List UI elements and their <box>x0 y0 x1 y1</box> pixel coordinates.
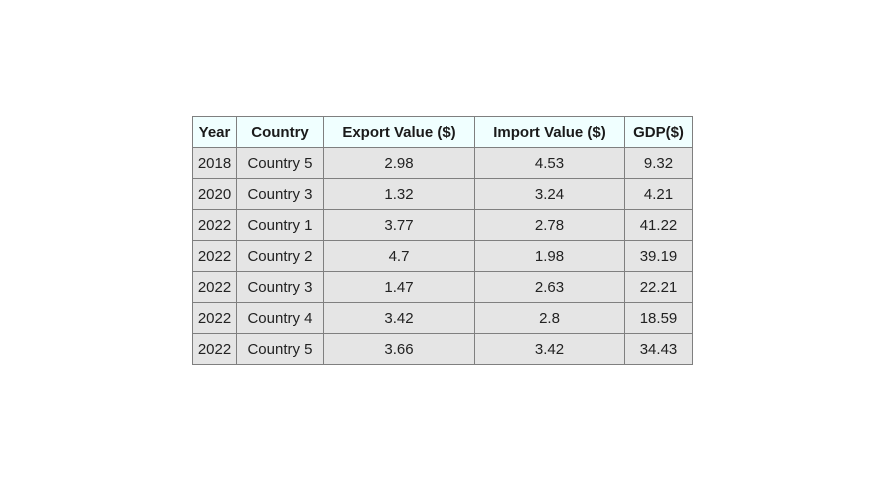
cell-country: Country 3 <box>236 271 324 303</box>
data-table: Year Country Export Value ($) Import Val… <box>192 116 693 365</box>
cell-import-value: 2.63 <box>474 271 625 303</box>
cell-import-value: 2.78 <box>474 209 625 241</box>
cell-country: Country 4 <box>236 302 324 334</box>
table-row: 2018 Country 5 2.98 4.53 9.32 <box>192 147 693 179</box>
header-country: Country <box>236 116 324 148</box>
cell-export-value: 2.98 <box>323 147 475 179</box>
table-row: 2020 Country 3 1.32 3.24 4.21 <box>192 178 693 210</box>
cell-year: 2018 <box>192 147 237 179</box>
table-header: Year Country Export Value ($) Import Val… <box>192 116 693 148</box>
header-export-value: Export Value ($) <box>323 116 475 148</box>
cell-year: 2022 <box>192 209 237 241</box>
cell-gdp: 4.21 <box>624 178 693 210</box>
cell-gdp: 22.21 <box>624 271 693 303</box>
cell-import-value: 4.53 <box>474 147 625 179</box>
cell-gdp: 41.22 <box>624 209 693 241</box>
cell-export-value: 4.7 <box>323 240 475 272</box>
cell-country: Country 1 <box>236 209 324 241</box>
header-year: Year <box>192 116 237 148</box>
table-row: 2022 Country 1 3.77 2.78 41.22 <box>192 209 693 241</box>
table-row: 2022 Country 3 1.47 2.63 22.21 <box>192 271 693 303</box>
cell-export-value: 3.66 <box>323 333 475 365</box>
cell-country: Country 5 <box>236 333 324 365</box>
cell-export-value: 3.42 <box>323 302 475 334</box>
cell-export-value: 1.47 <box>323 271 475 303</box>
cell-year: 2022 <box>192 271 237 303</box>
cell-import-value: 3.42 <box>474 333 625 365</box>
header-row: Year Country Export Value ($) Import Val… <box>192 116 693 148</box>
cell-gdp: 18.59 <box>624 302 693 334</box>
cell-gdp: 9.32 <box>624 147 693 179</box>
header-import-value: Import Value ($) <box>474 116 625 148</box>
cell-gdp: 34.43 <box>624 333 693 365</box>
cell-country: Country 2 <box>236 240 324 272</box>
cell-export-value: 1.32 <box>323 178 475 210</box>
cell-export-value: 3.77 <box>323 209 475 241</box>
cell-country: Country 3 <box>236 178 324 210</box>
table-row: 2022 Country 4 3.42 2.8 18.59 <box>192 302 693 334</box>
cell-year: 2022 <box>192 333 237 365</box>
table-row: 2022 Country 2 4.7 1.98 39.19 <box>192 240 693 272</box>
cell-country: Country 5 <box>236 147 324 179</box>
cell-import-value: 2.8 <box>474 302 625 334</box>
cell-year: 2020 <box>192 178 237 210</box>
table-row: 2022 Country 5 3.66 3.42 34.43 <box>192 333 693 365</box>
cell-gdp: 39.19 <box>624 240 693 272</box>
data-table-container: Year Country Export Value ($) Import Val… <box>192 116 693 365</box>
header-gdp: GDP($) <box>624 116 693 148</box>
cell-import-value: 1.98 <box>474 240 625 272</box>
cell-import-value: 3.24 <box>474 178 625 210</box>
cell-year: 2022 <box>192 302 237 334</box>
table-body: 2018 Country 5 2.98 4.53 9.32 2020 Count… <box>192 147 693 365</box>
cell-year: 2022 <box>192 240 237 272</box>
